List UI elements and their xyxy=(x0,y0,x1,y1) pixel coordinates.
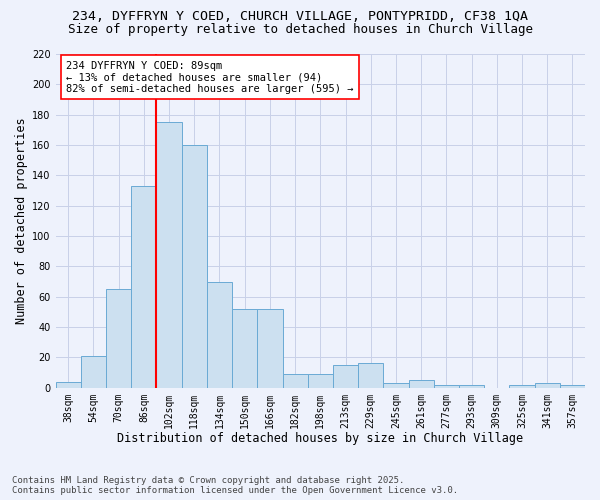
Text: 234 DYFFRYN Y COED: 89sqm
← 13% of detached houses are smaller (94)
82% of semi-: 234 DYFFRYN Y COED: 89sqm ← 13% of detac… xyxy=(66,60,354,94)
Bar xyxy=(283,374,308,388)
Bar xyxy=(81,356,106,388)
Bar xyxy=(560,384,585,388)
Bar xyxy=(383,383,409,388)
X-axis label: Distribution of detached houses by size in Church Village: Distribution of detached houses by size … xyxy=(117,432,523,445)
Bar xyxy=(56,382,81,388)
Bar xyxy=(535,383,560,388)
Y-axis label: Number of detached properties: Number of detached properties xyxy=(15,118,28,324)
Bar xyxy=(182,145,207,388)
Text: Size of property relative to detached houses in Church Village: Size of property relative to detached ho… xyxy=(67,22,533,36)
Bar xyxy=(207,282,232,388)
Bar xyxy=(358,364,383,388)
Bar xyxy=(434,384,459,388)
Text: Contains HM Land Registry data © Crown copyright and database right 2025.
Contai: Contains HM Land Registry data © Crown c… xyxy=(12,476,458,495)
Bar xyxy=(106,289,131,388)
Bar xyxy=(232,309,257,388)
Bar xyxy=(409,380,434,388)
Bar xyxy=(131,186,157,388)
Bar xyxy=(257,309,283,388)
Bar xyxy=(459,384,484,388)
Bar xyxy=(509,384,535,388)
Text: 234, DYFFRYN Y COED, CHURCH VILLAGE, PONTYPRIDD, CF38 1QA: 234, DYFFRYN Y COED, CHURCH VILLAGE, PON… xyxy=(72,10,528,23)
Bar xyxy=(333,365,358,388)
Bar xyxy=(308,374,333,388)
Bar xyxy=(157,122,182,388)
